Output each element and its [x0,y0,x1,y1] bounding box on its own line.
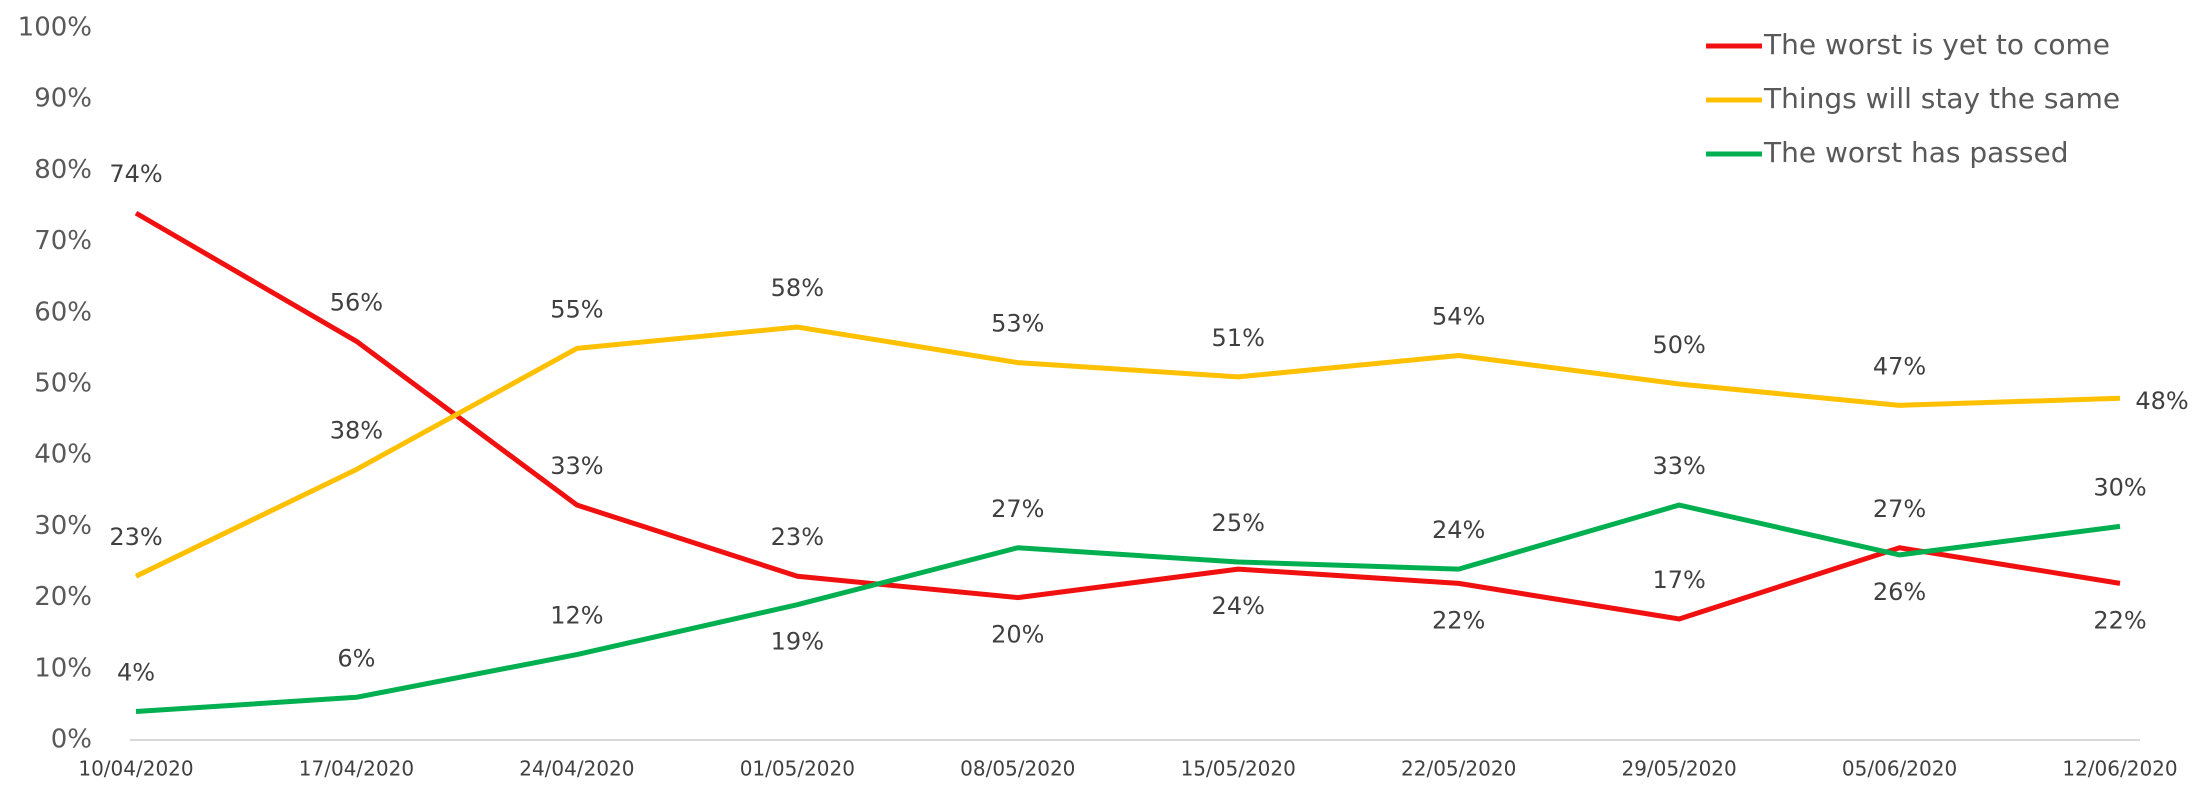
x-tick-label: 17/04/2020 [299,757,414,781]
data-label: 51% [1212,324,1265,352]
data-label: 33% [550,452,603,480]
data-label: 19% [771,628,824,656]
y-tick-label: 0% [51,725,92,755]
y-tick-label: 80% [34,155,92,185]
data-label: 26% [1873,578,1926,606]
data-label: 4% [117,659,155,687]
x-tick-label: 10/04/2020 [78,757,193,781]
data-label: 20% [991,621,1044,649]
data-label: 48% [2135,387,2188,415]
data-label: 27% [1873,495,1926,523]
y-tick-label: 30% [34,511,92,541]
x-tick-label: 15/05/2020 [1181,757,1296,781]
y-tick-label: 70% [34,226,92,256]
data-label: 47% [1873,352,1926,380]
x-tick-label: 12/06/2020 [2062,757,2177,781]
series-line [134,324,2121,579]
data-label: 22% [2093,606,2146,634]
data-label: 33% [1652,452,1705,480]
data-label: 24% [1432,516,1485,544]
data-label: 50% [1652,331,1705,359]
x-tick-label: 08/05/2020 [960,757,1075,781]
data-label: 74% [109,160,162,188]
legend-label: Things will stay the same [1763,82,2120,115]
x-tick-label: 05/06/2020 [1842,757,1957,781]
y-tick-label: 60% [34,297,92,327]
data-label: 23% [109,523,162,551]
data-label: 25% [1212,509,1265,537]
series-line [135,502,2121,715]
y-tick-label: 100% [18,13,92,43]
data-label: 38% [330,416,383,444]
y-tick-label: 90% [34,84,92,114]
data-label: 58% [771,274,824,302]
data-label: 17% [1652,566,1705,594]
y-tick-label: 20% [34,582,92,612]
data-label: 23% [771,523,824,551]
data-label: 53% [991,310,1044,338]
data-label: 24% [1212,592,1265,620]
x-tick-label: 29/05/2020 [1621,757,1736,781]
data-label: 22% [1432,606,1485,634]
y-tick-label: 50% [34,369,92,399]
x-tick-label: 22/05/2020 [1401,757,1516,781]
y-tick-label: 40% [34,440,92,470]
data-label: 56% [330,288,383,316]
legend-label: The worst has passed [1763,136,2069,169]
series-line [134,210,2121,622]
data-label: 54% [1432,303,1485,331]
data-label: 30% [2093,473,2146,501]
data-label: 12% [550,602,603,630]
x-tick-label: 01/05/2020 [740,757,855,781]
x-tick-label: 24/04/2020 [519,757,634,781]
data-label: 55% [550,295,603,323]
data-label: 6% [337,644,375,672]
data-label: 27% [991,495,1044,523]
legend-label: The worst is yet to come [1763,28,2110,61]
y-tick-label: 10% [34,653,92,683]
